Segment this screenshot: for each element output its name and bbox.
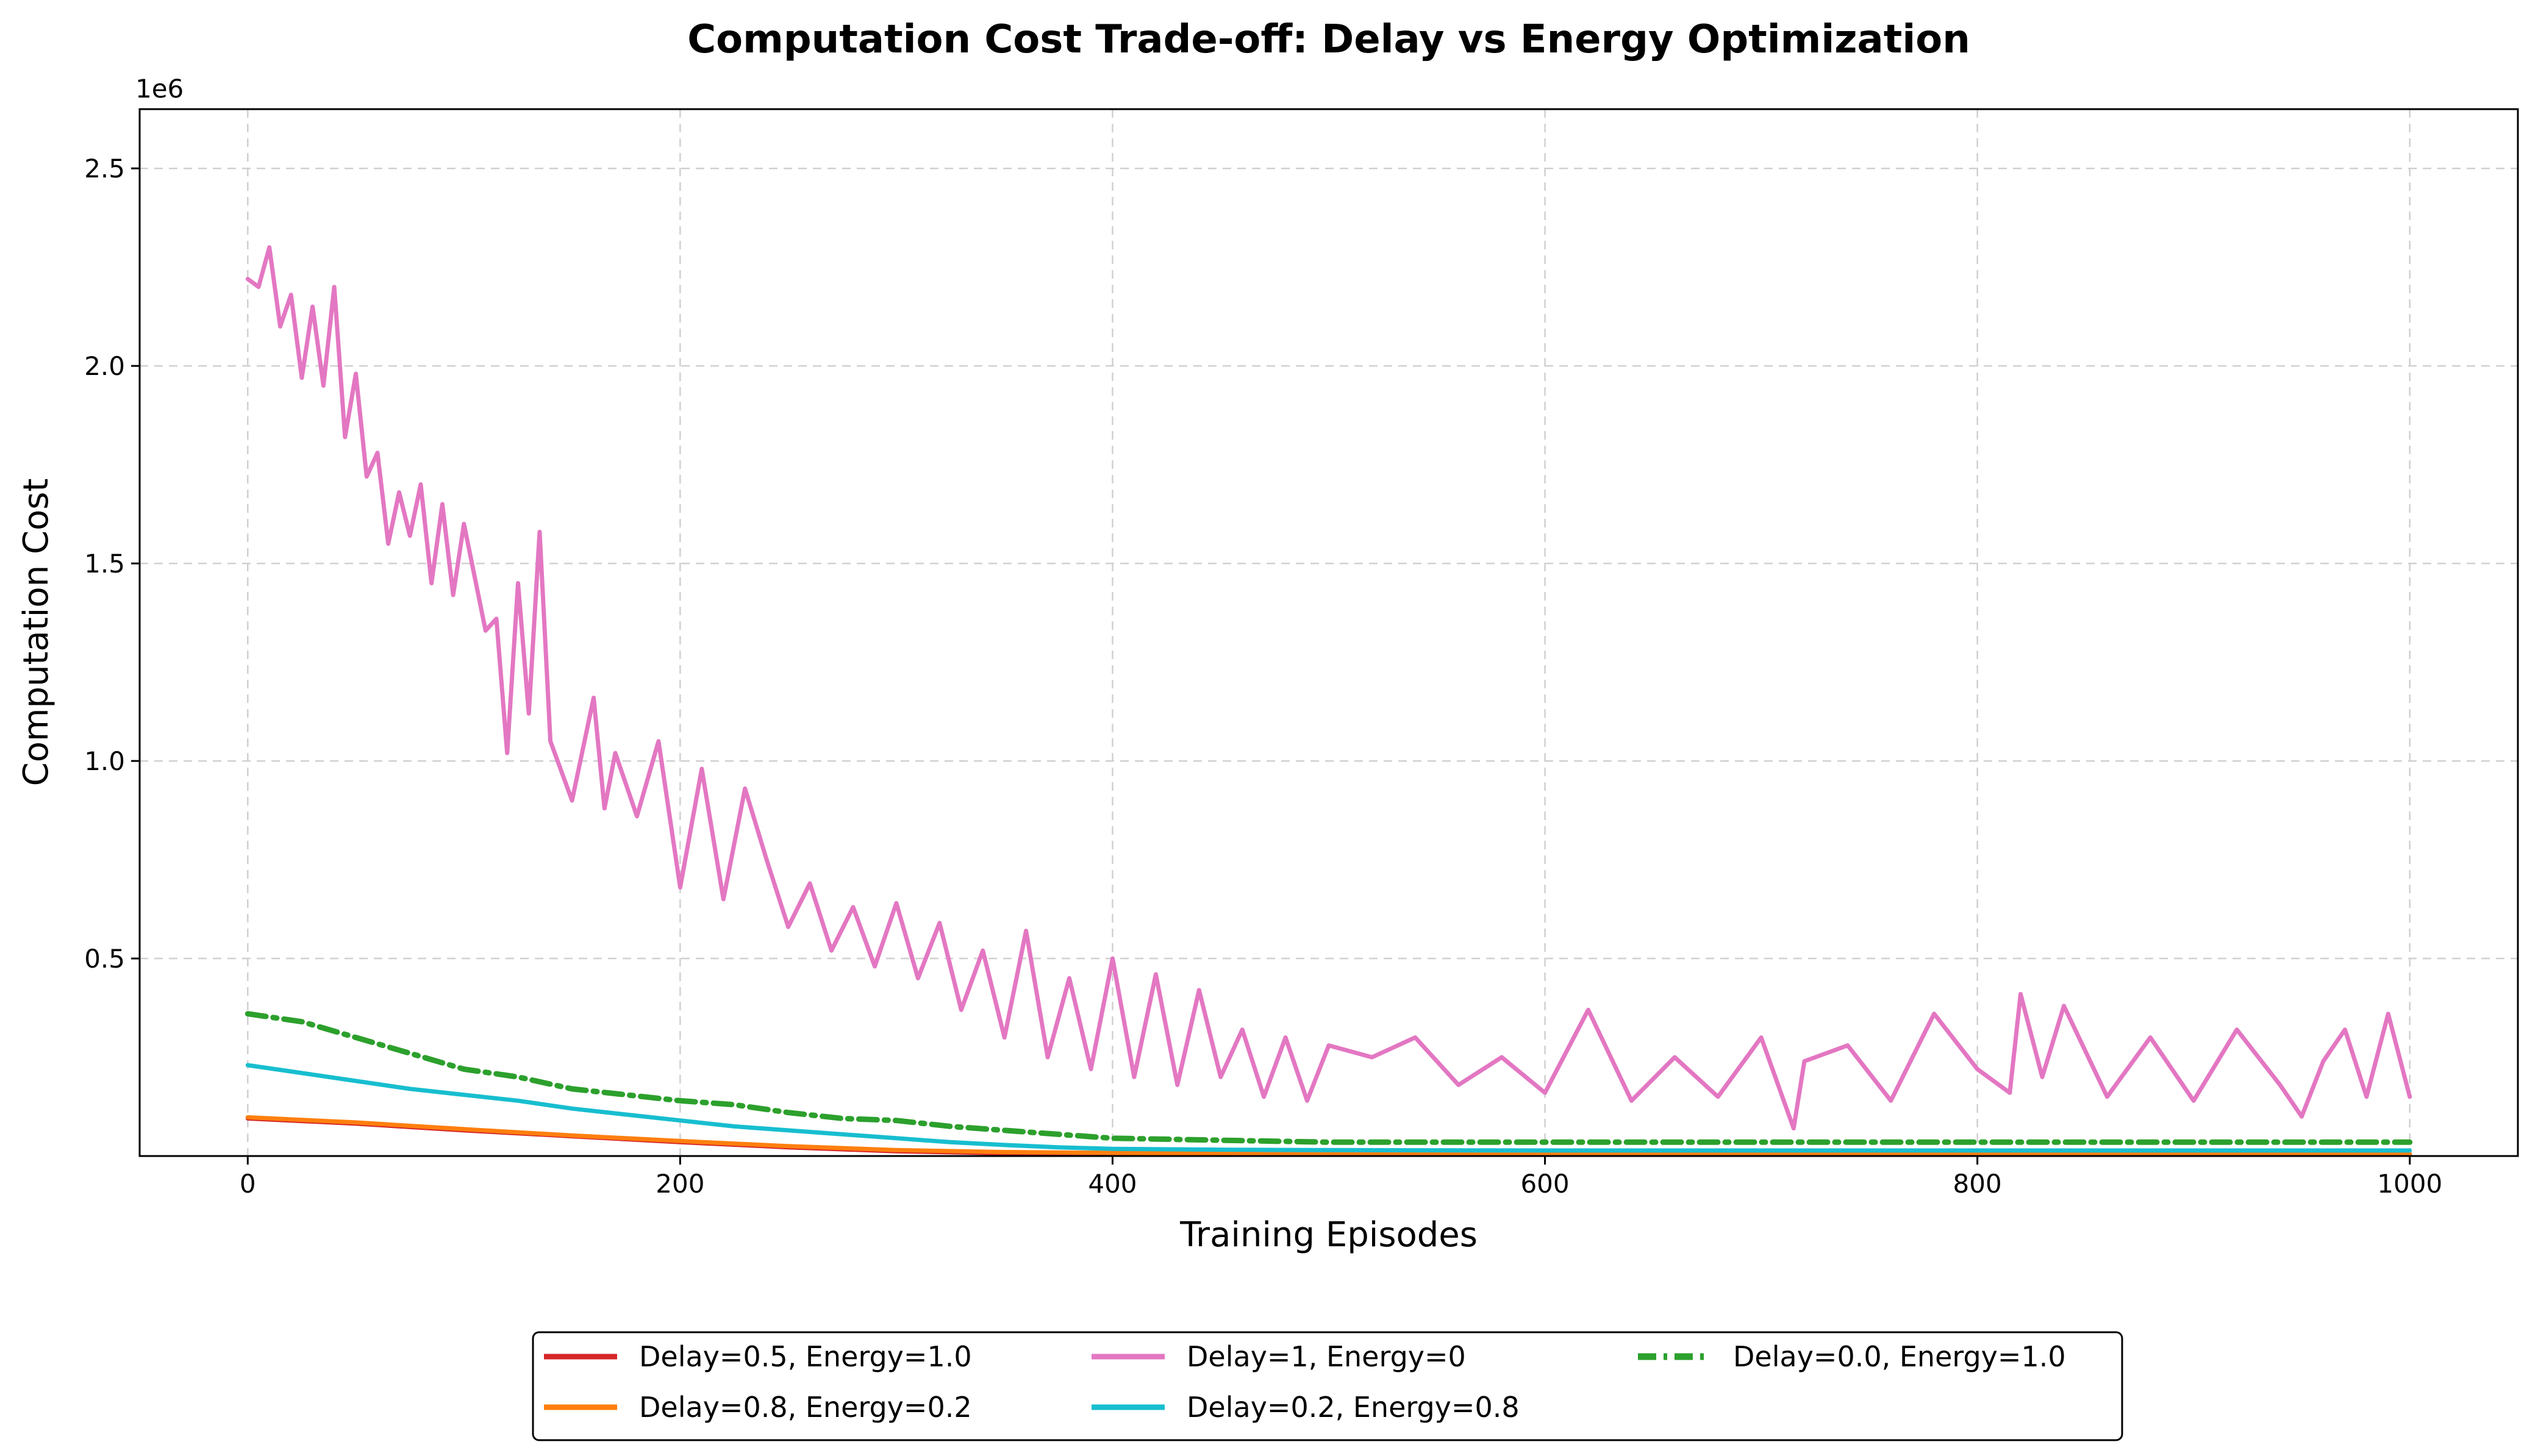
legend-label: Delay=0.8, Energy=0.2: [639, 1391, 972, 1424]
legend-label: Delay=1, Energy=0: [1187, 1340, 1466, 1373]
series-line-4: [245, 1063, 2412, 1153]
y-tick-label: 1.5: [84, 549, 125, 579]
series-layer: [245, 245, 2413, 1157]
series-line-3: [245, 245, 2412, 1131]
y-tick-label: 0.5: [84, 944, 125, 974]
legend-label: Delay=0.0, Energy=1.0: [1733, 1340, 2066, 1373]
y-tick-label: 2.5: [84, 154, 125, 184]
x-tick-label: 400: [1088, 1169, 1137, 1199]
legend-label: Delay=0.5, Energy=1.0: [639, 1340, 972, 1373]
axis-ticks: 0 200 400 600 800 1000 0.5 1.0 1.5 2.0 2.5: [84, 154, 2442, 1199]
x-tick-label: 800: [1953, 1169, 2002, 1199]
legend-box: [532, 1331, 2123, 1441]
x-tick-label: 1000: [2377, 1169, 2442, 1199]
series-line-2: [245, 1115, 2412, 1156]
chart-title: Computation Cost Trade-off: Delay vs Ene…: [687, 17, 1970, 62]
legend: Delay=0.5, Energy=1.0 Delay=1, Energy=0 De…: [532, 1331, 2123, 1441]
x-tick-label: 600: [1520, 1169, 1569, 1199]
x-tick-label: 200: [656, 1169, 704, 1199]
x-tick-label: 0: [240, 1169, 256, 1199]
x-axis-label: Training Episodes: [1179, 1215, 1478, 1255]
y-tick-label: 2.0: [84, 351, 125, 381]
y-axis-label: Computation Cost: [16, 479, 56, 787]
plot-frame: [138, 108, 2519, 1157]
y-tick-label: 1.0: [84, 746, 125, 776]
legend-label: Delay=0.2, Energy=0.8: [1187, 1391, 1520, 1424]
y-offset-label: 1e6: [135, 74, 184, 104]
series-line-5: [245, 1011, 2413, 1145]
